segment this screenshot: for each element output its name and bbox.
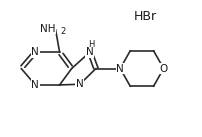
Text: N: N — [86, 47, 94, 57]
Text: N: N — [32, 80, 39, 90]
Text: N: N — [32, 47, 39, 57]
Text: O: O — [160, 64, 168, 73]
Text: HBr: HBr — [134, 10, 157, 23]
Text: H: H — [88, 40, 94, 49]
Text: NH: NH — [40, 24, 56, 34]
Text: N: N — [116, 64, 124, 73]
Text: N: N — [76, 79, 84, 89]
Text: 2: 2 — [61, 27, 66, 36]
